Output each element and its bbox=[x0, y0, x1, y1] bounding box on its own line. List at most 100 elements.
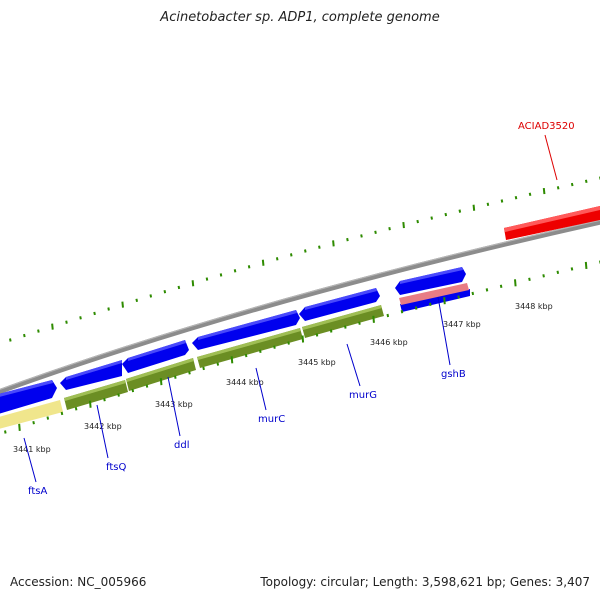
outer-tick bbox=[9, 338, 12, 342]
inner-tick bbox=[329, 329, 333, 333]
inner-tick bbox=[414, 306, 418, 310]
outer-tick bbox=[388, 226, 391, 231]
inner-tick bbox=[230, 356, 234, 364]
inner-tick bbox=[131, 388, 135, 393]
inner-tick bbox=[89, 400, 92, 408]
gshB-pink-feature[interactable] bbox=[399, 283, 469, 305]
outer-tick bbox=[219, 273, 223, 277]
gene-label-murC[interactable]: murC bbox=[258, 414, 285, 425]
genome-backbone bbox=[0, 219, 600, 395]
feature-track-olive bbox=[0, 305, 384, 430]
inner-tick bbox=[46, 416, 50, 420]
cds-ftsA[interactable] bbox=[0, 380, 57, 415]
gene-label-murG[interactable]: murG bbox=[349, 390, 377, 401]
inner-tick bbox=[514, 279, 517, 287]
inner-tick bbox=[499, 284, 503, 289]
gene-ACIAD3520-feature[interactable] bbox=[504, 206, 600, 240]
inner-tick bbox=[358, 321, 361, 325]
inner-tick bbox=[18, 423, 21, 431]
outer-tick bbox=[332, 240, 335, 247]
outer-tick bbox=[93, 311, 96, 316]
map-title: Acinetobacter sp. ADP1, complete genome bbox=[160, 10, 440, 25]
feature-murC-olive[interactable] bbox=[197, 328, 303, 368]
outer-tick bbox=[121, 301, 124, 308]
scale-label: 3441 kbp bbox=[13, 445, 51, 454]
outer-tick bbox=[261, 259, 265, 266]
cds-gshB-upper[interactable] bbox=[395, 267, 466, 295]
inner-tick bbox=[528, 277, 531, 282]
inner-tick bbox=[216, 362, 220, 366]
outer-tick bbox=[23, 333, 26, 338]
olive-highlights bbox=[64, 305, 382, 401]
inner-tick bbox=[443, 297, 446, 305]
inner-tick bbox=[273, 345, 276, 349]
inner-tick bbox=[74, 407, 78, 411]
cds-ddl[interactable] bbox=[122, 340, 189, 373]
inner-tick bbox=[471, 291, 475, 296]
inner-tick bbox=[117, 393, 120, 397]
genome-backbone-highlight bbox=[0, 219, 600, 391]
inner-tick bbox=[570, 267, 574, 271]
gene-label-leaders bbox=[23, 134, 558, 483]
outer-tick bbox=[289, 253, 293, 257]
outer-tick bbox=[556, 186, 560, 190]
outer-tick bbox=[247, 265, 251, 269]
outer-tick bbox=[37, 329, 40, 333]
gene-label-ftsA[interactable]: ftsA bbox=[28, 486, 47, 497]
inner-tick bbox=[259, 349, 262, 354]
outer-tick bbox=[458, 209, 462, 213]
outer-tick bbox=[233, 269, 237, 273]
inner-tick bbox=[4, 430, 7, 434]
outer-tick bbox=[51, 323, 54, 330]
inner-tick bbox=[32, 421, 35, 425]
outer-tick bbox=[570, 182, 574, 187]
outer-tick bbox=[444, 212, 448, 217]
outer-tick bbox=[360, 234, 363, 238]
inner-tick bbox=[60, 411, 64, 416]
outer-tick bbox=[205, 277, 209, 281]
feature-ddl-olive[interactable] bbox=[126, 358, 196, 391]
gene-label-ACIAD3520[interactable]: ACIAD3520 bbox=[518, 121, 575, 132]
outer-tick bbox=[528, 192, 532, 197]
outer-tick bbox=[191, 280, 195, 287]
inner-tick bbox=[174, 375, 177, 379]
cds-murC[interactable] bbox=[192, 310, 300, 350]
outer-tick bbox=[65, 320, 68, 324]
outer-tick bbox=[346, 237, 349, 242]
inner-tick bbox=[188, 371, 191, 375]
inner-tick bbox=[344, 325, 347, 329]
inner-tick bbox=[202, 366, 205, 371]
inner-tick bbox=[400, 310, 404, 314]
scale-label: 3448 kbp bbox=[515, 302, 553, 311]
inner-tick bbox=[485, 288, 489, 292]
cds-highlights bbox=[0, 267, 463, 397]
outer-tick bbox=[149, 294, 153, 298]
inner-tick bbox=[556, 270, 560, 275]
outer-tick bbox=[275, 257, 279, 261]
gene-labels: ftsA ftsQ ddl murC murG gshB ACIAD3520 bbox=[28, 121, 575, 497]
outer-tick bbox=[514, 195, 518, 200]
scale-label: 3447 kbp bbox=[443, 320, 481, 329]
gene-label-ftsQ[interactable]: ftsQ bbox=[106, 462, 126, 473]
cds-gshB-lower[interactable] bbox=[400, 289, 470, 312]
outer-tick bbox=[416, 219, 419, 224]
cds-murG[interactable] bbox=[299, 288, 380, 321]
outer-tick bbox=[79, 316, 82, 320]
inner-tick bbox=[315, 333, 319, 337]
scale-label: 3445 kbp bbox=[298, 358, 336, 367]
gene-label-ddl[interactable]: ddl bbox=[174, 440, 189, 451]
genome-summary-text: Topology: circular; Length: 3,598,621 bp… bbox=[260, 575, 590, 589]
inner-tick bbox=[287, 341, 290, 345]
outer-tick bbox=[430, 216, 434, 220]
gene-label-gshB[interactable]: gshB bbox=[441, 369, 466, 380]
feature-ftsQ-olive[interactable] bbox=[64, 380, 128, 410]
feature-ftsA-yellow[interactable] bbox=[0, 400, 63, 430]
feature-murG-olive[interactable] bbox=[302, 305, 384, 338]
inner-tick bbox=[542, 274, 545, 278]
outer-tick bbox=[135, 298, 139, 302]
outer-tick bbox=[500, 199, 504, 203]
inner-tick bbox=[103, 397, 106, 402]
outer-tick bbox=[584, 179, 588, 183]
inner-tick bbox=[145, 384, 149, 388]
